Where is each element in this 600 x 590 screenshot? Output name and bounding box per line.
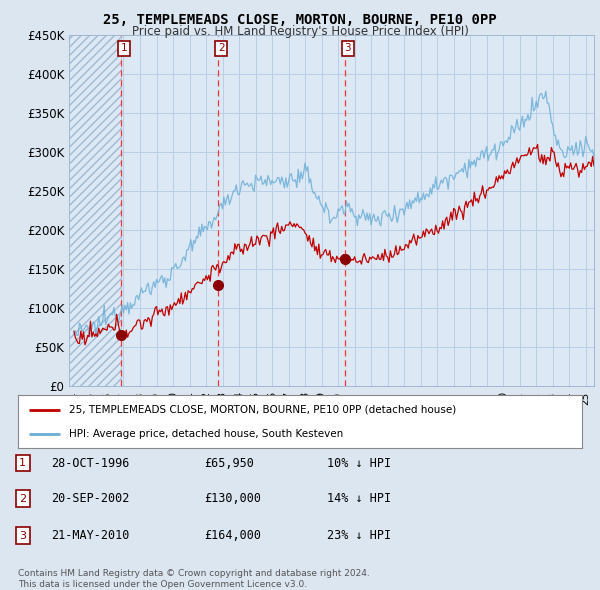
Text: 25, TEMPLEMEADS CLOSE, MORTON, BOURNE, PE10 0PP (detached house): 25, TEMPLEMEADS CLOSE, MORTON, BOURNE, P… [69,405,456,415]
Text: 3: 3 [344,43,351,53]
Text: Price paid vs. HM Land Registry's House Price Index (HPI): Price paid vs. HM Land Registry's House … [131,25,469,38]
Text: 28-OCT-1996: 28-OCT-1996 [51,457,130,470]
Text: 3: 3 [19,531,26,540]
Text: 23% ↓ HPI: 23% ↓ HPI [327,529,391,542]
Text: £164,000: £164,000 [204,529,261,542]
Text: HPI: Average price, detached house, South Kesteven: HPI: Average price, detached house, Sout… [69,429,343,439]
Text: 2: 2 [19,494,26,503]
Text: £130,000: £130,000 [204,492,261,505]
Text: £65,950: £65,950 [204,457,254,470]
Text: 2: 2 [218,43,224,53]
Text: Contains HM Land Registry data © Crown copyright and database right 2024.
This d: Contains HM Land Registry data © Crown c… [18,569,370,589]
Text: 25, TEMPLEMEADS CLOSE, MORTON, BOURNE, PE10 0PP: 25, TEMPLEMEADS CLOSE, MORTON, BOURNE, P… [103,13,497,27]
Text: 10% ↓ HPI: 10% ↓ HPI [327,457,391,470]
Text: 21-MAY-2010: 21-MAY-2010 [51,529,130,542]
Text: 1: 1 [19,458,26,468]
Bar [69,35,121,386]
Text: 20-SEP-2002: 20-SEP-2002 [51,492,130,505]
Text: 14% ↓ HPI: 14% ↓ HPI [327,492,391,505]
Text: 1: 1 [121,43,127,53]
